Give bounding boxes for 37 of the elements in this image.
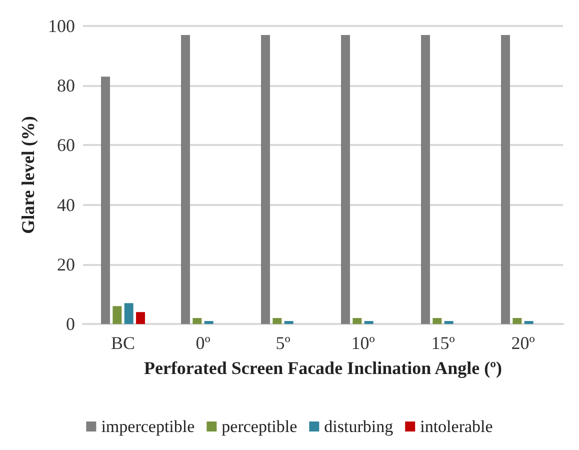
x-axis-title: Perforated Screen Facade Inclination Angle (º): [144, 358, 502, 378]
bar: [101, 76, 110, 324]
x-tick-label: 10º: [351, 333, 376, 353]
y-tick-label: 40: [57, 194, 75, 215]
bar: [432, 318, 442, 324]
x-tick-label: 15º: [431, 333, 456, 353]
legend-label: imperceptible: [101, 417, 195, 436]
bar: [136, 312, 145, 324]
bar: [501, 34, 510, 324]
y-tick-label: 80: [57, 76, 75, 96]
legend-label: intolerable: [420, 417, 493, 436]
bar: [524, 321, 534, 324]
bar: [444, 321, 454, 324]
bar: [352, 318, 362, 324]
x-tick-label: BC: [110, 333, 136, 353]
legend-label: perceptible: [222, 417, 298, 436]
bar: [192, 318, 202, 324]
y-tick-label: 0: [66, 314, 75, 334]
x-tick-label: 5º: [276, 333, 291, 353]
bar: [341, 34, 350, 324]
bar: [112, 306, 122, 324]
legend-label: disturbing: [324, 417, 394, 436]
bar: [421, 34, 430, 324]
bar: [512, 318, 522, 324]
bar: [181, 34, 190, 324]
y-tick-label: 20: [57, 254, 75, 274]
y-axis-title: Glare level (%): [18, 116, 38, 234]
y-tick-label: 100: [48, 16, 75, 36]
x-tick-label: 0º: [196, 333, 211, 353]
bar: [204, 321, 214, 324]
y-tick-label: 60: [57, 135, 75, 156]
bar: [284, 321, 294, 324]
bar: [272, 318, 282, 324]
bar: [261, 34, 270, 324]
x-tick-label: 20º: [511, 333, 536, 353]
bar: [364, 321, 374, 324]
bar: [124, 303, 134, 324]
